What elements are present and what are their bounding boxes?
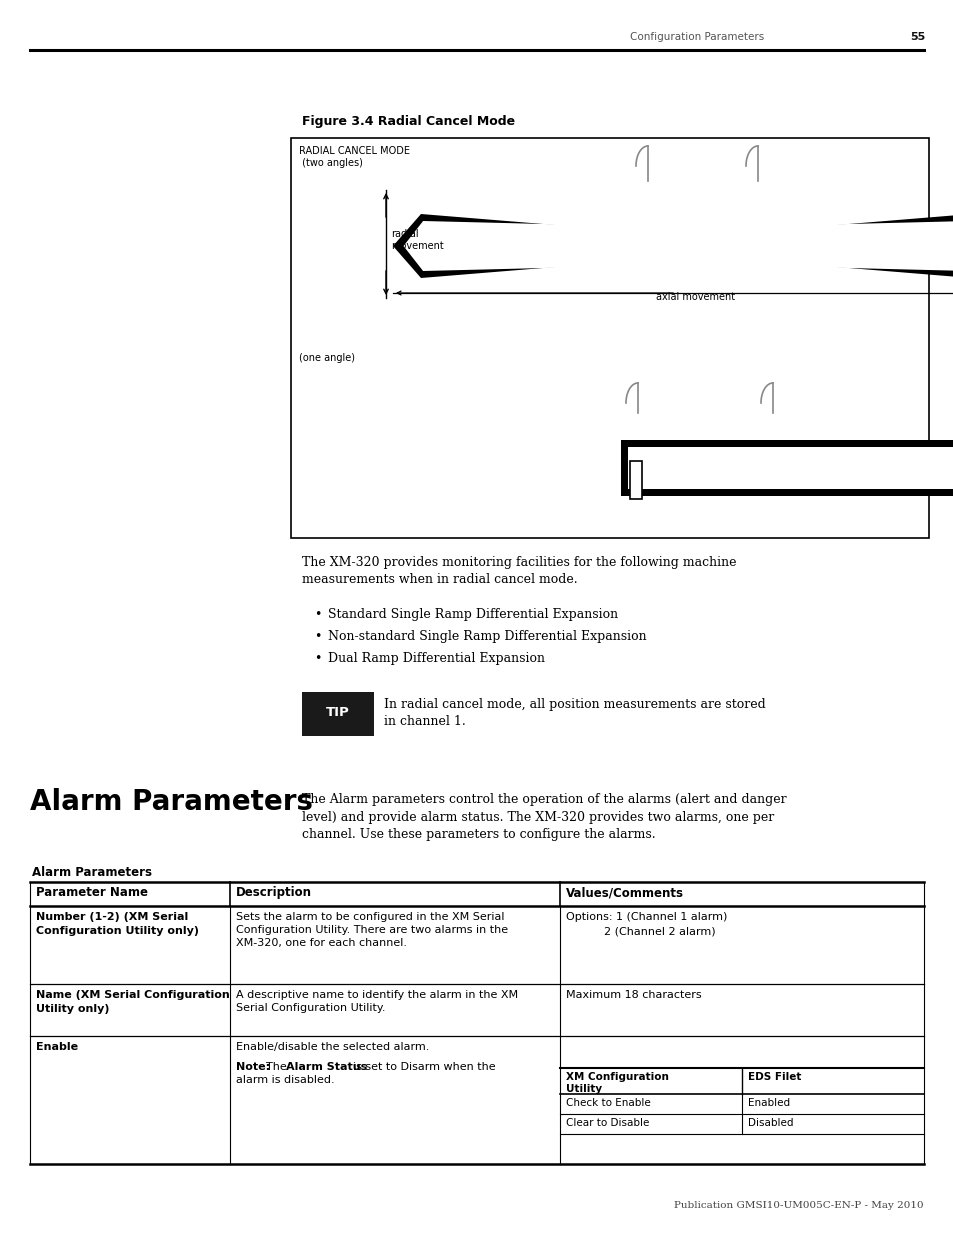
Text: Figure 3.4 Radial Cancel Mode: Figure 3.4 Radial Cancel Mode (302, 115, 515, 128)
Text: Enable/disable the selected alarm.: Enable/disable the selected alarm. (235, 1042, 429, 1052)
Text: The Alarm parameters control the operation of the alarms (alert and danger
level: The Alarm parameters control the operati… (302, 793, 786, 841)
Text: Name (XM Serial Configuration: Name (XM Serial Configuration (36, 990, 230, 1000)
Text: Clear to Disable: Clear to Disable (565, 1118, 649, 1128)
Text: Number (1-2) (XM Serial: Number (1-2) (XM Serial (36, 911, 188, 923)
Text: XM Configuration
Utility: XM Configuration Utility (565, 1072, 668, 1094)
Text: Options: 1 (Channel 1 alarm): Options: 1 (Channel 1 alarm) (565, 911, 726, 923)
Text: TIP: TIP (326, 705, 350, 719)
Text: The XM-320 provides monitoring facilities for the following machine
measurements: The XM-320 provides monitoring facilitie… (302, 556, 736, 585)
Text: Description: Description (235, 885, 312, 899)
Text: •: • (314, 608, 321, 621)
Text: Values/Comments: Values/Comments (565, 885, 683, 899)
Text: radial
movement: radial movement (391, 228, 443, 251)
Text: Alarm Parameters: Alarm Parameters (32, 866, 152, 879)
Text: 2 (Channel 2 alarm): 2 (Channel 2 alarm) (603, 926, 715, 936)
Text: Maximum 18 characters: Maximum 18 characters (565, 990, 700, 1000)
Text: alarm is disabled.: alarm is disabled. (235, 1074, 335, 1086)
Text: Non-standard Single Ramp Differential Expansion: Non-standard Single Ramp Differential Ex… (328, 630, 646, 643)
Text: In radial cancel mode, all position measurements are stored
in channel 1.: In radial cancel mode, all position meas… (384, 698, 765, 727)
Text: Configuration Parameters: Configuration Parameters (629, 32, 763, 42)
Text: •: • (314, 630, 321, 643)
Text: Disabled: Disabled (747, 1118, 793, 1128)
Polygon shape (393, 214, 953, 278)
Text: (two angles): (two angles) (298, 158, 362, 168)
Bar (291, 138, 928, 538)
Text: Alarm Parameters: Alarm Parameters (30, 788, 313, 816)
Text: Check to Enable: Check to Enable (565, 1098, 650, 1108)
Text: A descriptive name to identify the alarm in the XM
Serial Configuration Utility.: A descriptive name to identify the alarm… (235, 990, 517, 1013)
Text: 55: 55 (909, 32, 924, 42)
Text: EDS Filet: EDS Filet (747, 1072, 801, 1082)
Text: Publication GMSI10-UM005C-EN-P - May 2010: Publication GMSI10-UM005C-EN-P - May 201… (674, 1200, 923, 1210)
Text: RADIAL CANCEL MODE: RADIAL CANCEL MODE (298, 146, 410, 156)
Text: Dual Ramp Differential Expansion: Dual Ramp Differential Expansion (328, 652, 544, 664)
Text: Enabled: Enabled (747, 1098, 789, 1108)
Polygon shape (403, 221, 953, 270)
Polygon shape (627, 429, 953, 508)
Text: is set to Disarm when the: is set to Disarm when the (353, 1062, 496, 1072)
Text: The: The (266, 1062, 290, 1072)
Text: Parameter Name: Parameter Name (36, 885, 148, 899)
Text: Enable: Enable (36, 1042, 78, 1052)
Bar (302, 692, 374, 736)
Text: •: • (314, 652, 321, 664)
Bar (629, 461, 641, 499)
Text: (one angle): (one angle) (298, 353, 355, 363)
Polygon shape (620, 426, 953, 510)
Text: Note:: Note: (235, 1062, 270, 1072)
Text: Utility only): Utility only) (36, 1004, 110, 1014)
Text: Configuration Utility only): Configuration Utility only) (36, 926, 199, 936)
Text: Standard Single Ramp Differential Expansion: Standard Single Ramp Differential Expans… (328, 608, 618, 621)
Text: Sets the alarm to be configured in the XM Serial
Configuration Utility. There ar: Sets the alarm to be configured in the X… (235, 911, 508, 947)
Text: Alarm Status: Alarm Status (286, 1062, 367, 1072)
Text: axial movement: axial movement (656, 291, 735, 303)
